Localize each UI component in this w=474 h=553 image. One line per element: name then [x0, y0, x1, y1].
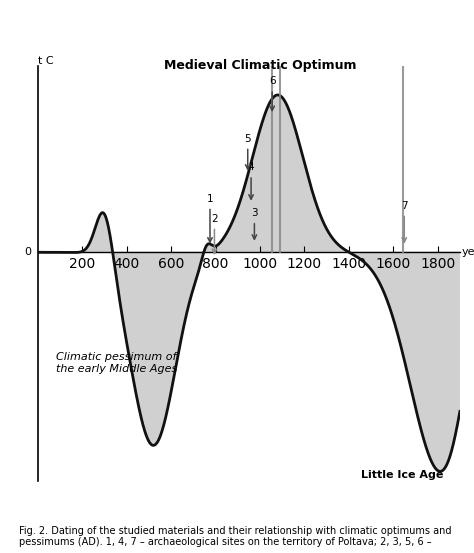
- Text: Medieval Climatic Optimum: Medieval Climatic Optimum: [164, 59, 356, 72]
- Text: 3: 3: [251, 208, 258, 218]
- Text: Climatic pessimum of
the early Middle Ages: Climatic pessimum of the early Middle Ag…: [55, 352, 177, 374]
- Text: Little Ice Age: Little Ice Age: [361, 469, 443, 479]
- Text: t C: t C: [38, 56, 54, 66]
- Text: 2: 2: [211, 213, 218, 223]
- Text: years: years: [462, 247, 474, 257]
- Text: 6: 6: [269, 76, 275, 86]
- Text: Fig. 2. Dating of the studied materials and their relationship with climatic opt: Fig. 2. Dating of the studied materials …: [19, 526, 451, 547]
- Text: 7: 7: [401, 201, 408, 211]
- Text: 0: 0: [24, 247, 31, 257]
- Text: 4: 4: [248, 162, 255, 172]
- Text: 1: 1: [207, 194, 213, 204]
- Text: 5: 5: [245, 134, 251, 144]
